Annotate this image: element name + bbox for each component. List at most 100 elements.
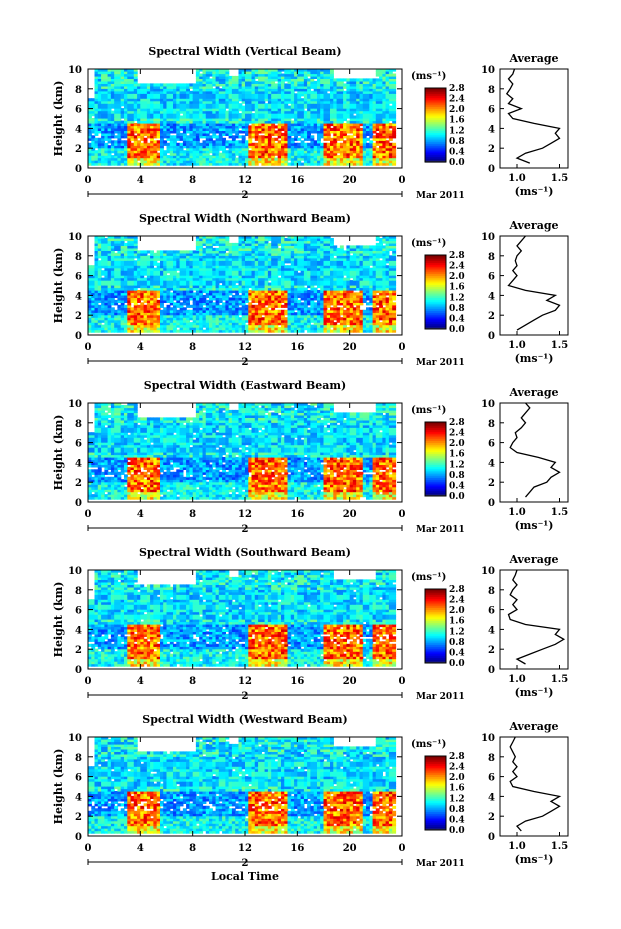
heatmap-cell	[117, 103, 122, 107]
heatmap-cell	[156, 120, 161, 124]
heatmap-cell	[150, 145, 154, 149]
heatmap-cell	[120, 123, 125, 127]
heatmap-cell	[156, 108, 161, 112]
heatmap-cell	[189, 95, 194, 99]
heatmap-cell	[114, 98, 119, 102]
heatmap-cell	[153, 125, 158, 129]
heatmap-cell	[166, 123, 171, 127]
heatmap-cell	[97, 108, 102, 112]
heatmap-cell	[91, 150, 96, 154]
heatmap-cell	[94, 152, 99, 156]
heatmap-cell	[153, 160, 158, 164]
heatmap-cell	[127, 157, 132, 161]
heatmap-cell	[104, 85, 109, 89]
heatmap-cell	[110, 150, 115, 154]
heatmap-cell	[179, 83, 184, 87]
heatmap-cell	[124, 162, 128, 166]
heatmap-cell	[182, 157, 187, 161]
heatmap-cell	[130, 162, 135, 166]
heatmap-cell	[127, 75, 132, 79]
heatmap-cell	[107, 100, 112, 104]
heatmap-cell	[182, 90, 187, 94]
heatmap-cell	[182, 135, 187, 139]
heatmap-cell	[195, 110, 200, 114]
y-tick-label: 4	[75, 124, 82, 135]
heatmap-cell	[173, 135, 177, 139]
heatmap-cell	[166, 157, 171, 161]
heatmap-cell	[143, 125, 148, 129]
heatmap-cell	[176, 83, 181, 87]
heatmap-cell	[169, 90, 174, 94]
heatmap-cell	[146, 98, 151, 102]
heatmap-cell	[97, 93, 102, 97]
heatmap-cell	[94, 140, 99, 144]
heatmap-cell	[88, 130, 92, 134]
heatmap-cell	[101, 108, 105, 112]
heatmap-cell	[127, 90, 132, 94]
heatmap-cell	[133, 83, 138, 87]
heatmap-cell	[166, 95, 171, 99]
heatmap-cell	[107, 103, 112, 107]
heatmap-cell	[97, 71, 102, 75]
heatmap-cell	[120, 162, 125, 166]
heatmap-cell	[124, 71, 128, 75]
heatmap-cell	[124, 147, 128, 151]
heatmap-cell	[146, 108, 151, 112]
heatmap-cell	[88, 147, 92, 151]
heatmap-cell	[140, 132, 145, 136]
heatmap-cell	[173, 100, 177, 104]
heatmap-cell	[104, 145, 109, 149]
heatmap-cell	[114, 150, 119, 154]
heatmap-cell	[124, 145, 128, 149]
heatmap-cell	[163, 160, 168, 164]
heatmap-cell	[156, 142, 161, 146]
heatmap-cell	[199, 155, 204, 159]
heatmap-cell	[163, 110, 168, 114]
heatmap-cell	[195, 93, 200, 97]
heatmap-cell	[130, 127, 135, 131]
heatmap-cell	[133, 80, 138, 84]
heatmap-cell	[114, 83, 119, 87]
heatmap-cell	[195, 155, 200, 159]
heatmap-cell	[104, 90, 109, 94]
heatmap-cell	[97, 127, 102, 131]
heatmap-cell	[156, 95, 161, 99]
heatmap-cell	[179, 155, 184, 159]
heatmap-cell	[101, 68, 105, 72]
heatmap-cell	[189, 85, 194, 89]
heatmap-cell	[192, 145, 197, 149]
heatmap-cell	[107, 125, 112, 129]
heatmap-cell	[156, 113, 161, 117]
heatmap-cell	[173, 103, 177, 107]
heatmap-cell	[88, 145, 92, 149]
heatmap-cell	[124, 85, 128, 89]
heatmap-cell	[153, 83, 158, 87]
heatmap-cell	[156, 85, 161, 89]
heatmap-cell	[160, 155, 164, 159]
heatmap-cell	[153, 98, 158, 102]
heatmap-cell	[91, 145, 96, 149]
heatmap-cell	[91, 108, 96, 112]
heatmap-cell	[107, 123, 112, 127]
heatmap-cell	[107, 137, 112, 141]
heatmap-cell	[173, 118, 177, 122]
heatmap-cell	[156, 127, 161, 131]
heatmap-cell	[186, 140, 190, 144]
heatmap-cell	[127, 100, 132, 104]
heatmap-cell	[133, 140, 138, 144]
heatmap-cell	[124, 118, 128, 122]
heatmap-cell	[140, 83, 145, 87]
heatmap-cell	[146, 145, 151, 149]
heatmap-cell	[124, 120, 128, 124]
heatmap-cell	[110, 155, 115, 159]
heatmap-cell	[107, 132, 112, 136]
heatmap-cell	[195, 78, 200, 82]
heatmap-cell	[150, 160, 154, 164]
heatmap-cell	[182, 100, 187, 104]
heatmap-cell	[124, 130, 128, 134]
heatmap-cell	[120, 160, 125, 164]
heatmap-cell	[189, 132, 194, 136]
heatmap-cell	[166, 88, 171, 92]
heatmap-cell	[160, 162, 164, 166]
heatmap-cell	[153, 113, 158, 117]
